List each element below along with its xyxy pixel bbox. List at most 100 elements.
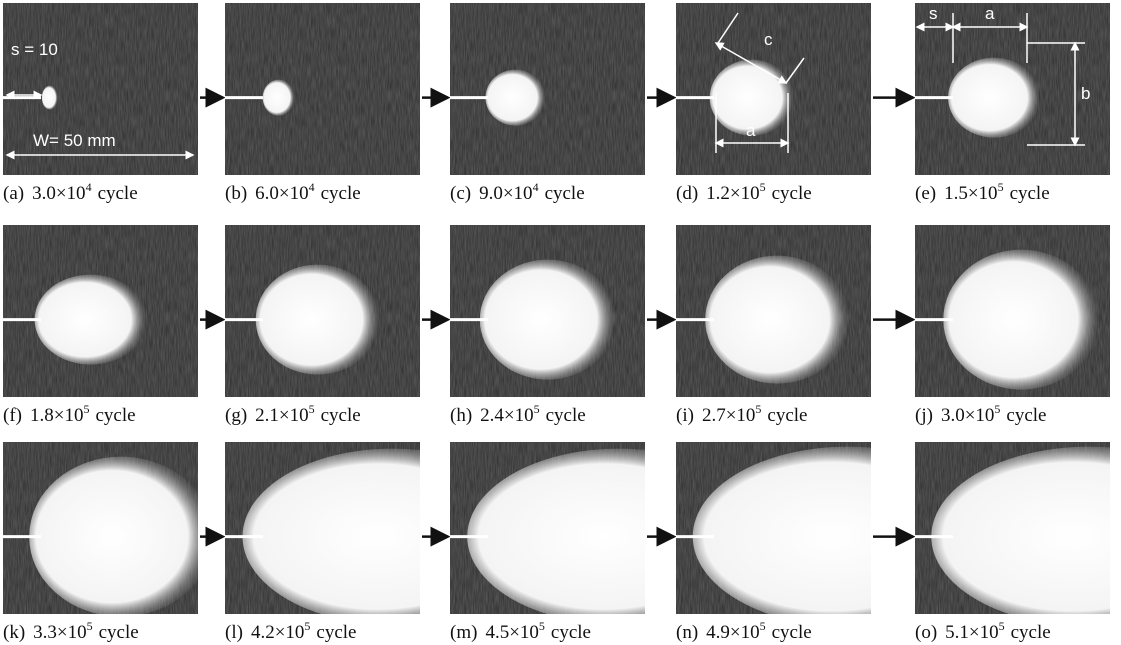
caption-unit: cycle	[772, 183, 812, 204]
caption-unit: cycle	[1006, 405, 1046, 426]
caption-label: (d)	[676, 183, 698, 204]
caption-unit: cycle	[1010, 183, 1050, 204]
panel: (g) 2.1×105 cycle	[225, 225, 420, 426]
photo	[676, 3, 871, 175]
caption-label: (g)	[225, 405, 247, 426]
caption-unit: cycle	[767, 405, 807, 426]
panel: (j) 3.0×105 cycle	[915, 225, 1110, 426]
caption-label: (e)	[915, 183, 936, 204]
caption: (l) 4.2×105 cycle	[225, 619, 356, 643]
caption-coefficient: 3.0×10	[941, 405, 994, 426]
panel: (a) 3.0×104 cycle s = 10 W= 50 mm	[3, 3, 198, 204]
annotation: W= 50 mm	[33, 131, 116, 150]
caption: (f) 1.8×105 cycle	[3, 402, 136, 426]
caption-exponent: 5	[539, 619, 545, 633]
caption-coefficient: 2.7×10	[702, 405, 755, 426]
panel: (k)3.3×105cycle	[3, 442, 213, 643]
photo-grain	[450, 3, 645, 175]
caption-label: (f)	[3, 405, 22, 426]
crack-zone	[29, 457, 213, 617]
photo	[915, 442, 1121, 627]
photo-grain	[225, 3, 420, 175]
annotation: a	[746, 121, 756, 140]
caption-unit: cycle	[551, 622, 591, 643]
crack-zone	[486, 70, 546, 126]
caption-exponent: 4	[86, 180, 92, 194]
caption: (e) 1.5×105 cycle	[915, 180, 1050, 204]
photo	[450, 225, 645, 397]
crack-zone	[256, 265, 380, 375]
caption-label: (n)	[676, 622, 698, 643]
caption-label: (b)	[225, 183, 247, 204]
crack-zone	[705, 256, 849, 384]
caption-unit: cycle	[98, 183, 138, 204]
caption: (a) 3.0×104 cycle	[3, 180, 138, 204]
caption-coefficient: 3.0×10	[32, 183, 85, 204]
caption-exponent: 5	[304, 619, 310, 633]
caption-coefficient: 2.1×10	[255, 405, 308, 426]
annotation: s	[929, 4, 938, 23]
annotation: b	[1081, 84, 1090, 103]
caption-exponent: 5	[755, 402, 761, 416]
panel: (c)9.0×104cycle	[450, 3, 645, 204]
caption-label: (k)	[3, 622, 25, 643]
crack-zone	[42, 86, 58, 110]
caption: (j) 3.0×105 cycle	[915, 402, 1046, 426]
photo	[3, 442, 213, 617]
caption-exponent: 5	[760, 619, 766, 633]
caption-exponent: 5	[994, 402, 1000, 416]
figure: (a)3.0×104cycles = 10W= 50 mm(b)6.0×104c…	[0, 0, 1121, 645]
caption-unit: cycle	[316, 622, 356, 643]
caption-unit: cycle	[99, 622, 139, 643]
caption-coefficient: 9.0×10	[479, 183, 532, 204]
caption-label: (l)	[225, 622, 243, 643]
crack-zone	[480, 260, 616, 380]
photo	[450, 3, 645, 175]
caption-unit: cycle	[95, 405, 135, 426]
caption-label: (c)	[450, 183, 471, 204]
caption-label: (a)	[3, 183, 24, 204]
photo	[225, 225, 420, 397]
crack-zone	[35, 275, 147, 365]
caption: (o)5.1×105cycle	[915, 619, 1051, 643]
caption-coefficient: 5.1×10	[945, 622, 998, 643]
crack-zone	[948, 58, 1040, 138]
caption-unit: cycle	[321, 183, 361, 204]
caption-coefficient: 4.2×10	[251, 622, 304, 643]
crack-zone	[943, 250, 1099, 390]
caption-exponent: 5	[998, 180, 1004, 194]
caption-label: (h)	[450, 405, 472, 426]
annotation: s = 10	[11, 40, 58, 59]
caption-unit: cycle	[545, 183, 585, 204]
caption-coefficient: 4.9×10	[706, 622, 759, 643]
caption-coefficient: 4.5×10	[485, 622, 538, 643]
caption-exponent: 5	[309, 402, 315, 416]
photo	[225, 3, 420, 175]
caption-label: (j)	[915, 405, 933, 426]
caption-coefficient: 1.8×10	[30, 405, 83, 426]
annotation: c	[764, 30, 773, 49]
caption-coefficient: 2.4×10	[480, 405, 533, 426]
caption-exponent: 4	[309, 180, 315, 194]
caption-unit: cycle	[321, 405, 361, 426]
caption-coefficient: 1.5×10	[944, 183, 997, 204]
caption-exponent: 5	[87, 619, 93, 633]
caption-unit: cycle	[1011, 622, 1051, 643]
caption: (d)1.2×105cycle	[676, 180, 812, 204]
photo	[915, 225, 1110, 397]
caption-label: (o)	[915, 622, 937, 643]
caption-coefficient: 1.2×10	[706, 183, 759, 204]
caption-exponent: 5	[83, 402, 89, 416]
photo	[3, 225, 198, 397]
